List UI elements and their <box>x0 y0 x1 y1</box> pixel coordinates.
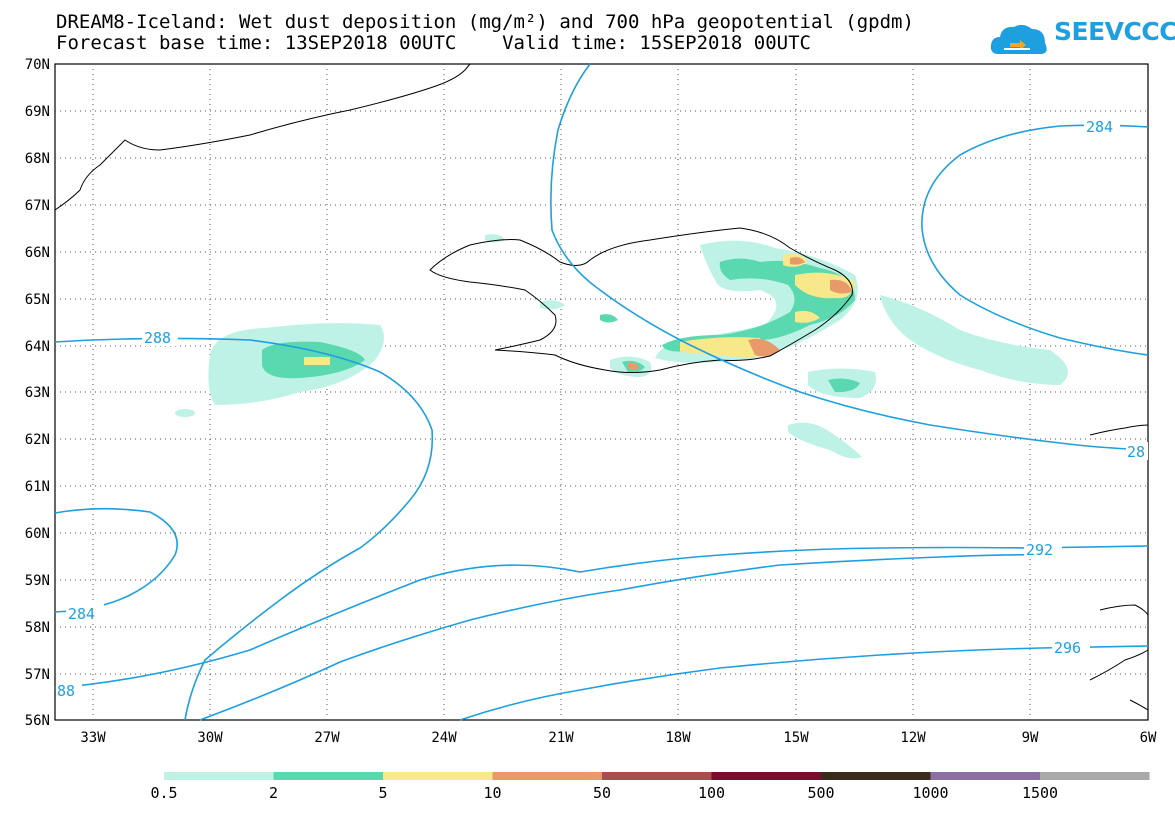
lat-label: 62N <box>25 432 50 448</box>
legend-label: 0.5 <box>150 784 177 802</box>
cloud-icon <box>990 24 1047 54</box>
legend-swatch <box>1040 772 1150 780</box>
contour-label: 284 <box>1086 118 1113 136</box>
deposition-patch-west <box>175 323 384 417</box>
legend-label: 100 <box>698 784 725 802</box>
legend-label: 1500 <box>1022 784 1058 802</box>
deposition-patch-iceland <box>485 234 1068 459</box>
contour-label: 296 <box>1054 639 1081 657</box>
legend-swatch <box>492 772 602 780</box>
latitude-axis: 70N 69N 68N 67N 66N 65N 64N 63N 62N 61N … <box>25 57 50 729</box>
lon-label: 6W <box>1140 730 1157 746</box>
lon-label: 18W <box>665 730 691 746</box>
legend-swatch <box>273 772 383 780</box>
legend-swatch <box>930 772 1040 780</box>
lat-label: 59N <box>25 573 50 589</box>
legend-label: 10 <box>483 784 501 802</box>
lat-label: 66N <box>25 245 50 261</box>
lon-label: 21W <box>548 730 574 746</box>
lat-label: 63N <box>25 385 50 401</box>
legend-label: 1000 <box>912 784 948 802</box>
lon-label: 27W <box>314 730 340 746</box>
legend-swatch <box>383 772 493 780</box>
lat-label: 64N <box>25 339 50 355</box>
lat-label: 57N <box>25 667 50 683</box>
lat-label: 68N <box>25 151 50 167</box>
lat-label: 58N <box>25 620 50 636</box>
legend-label: 500 <box>807 784 834 802</box>
geopotential-contours <box>54 63 1149 721</box>
lat-label: 60N <box>25 526 50 542</box>
legend-swatch <box>711 772 821 780</box>
legend-swatch <box>821 772 931 780</box>
contour-label: 288 <box>144 329 171 347</box>
coastline <box>54 63 1149 711</box>
lat-label: 61N <box>25 479 50 495</box>
contour-label: 28 <box>1127 443 1145 461</box>
lat-label: 69N <box>25 104 50 120</box>
lat-label: 56N <box>25 713 50 729</box>
legend-swatch <box>164 772 274 780</box>
map-title-line1: DREAM8-Iceland: Wet dust deposition (mg/… <box>56 11 914 33</box>
legend-swatch <box>602 772 712 780</box>
longitude-axis: 33W 30W 27W 24W 21W 18W 15W 12W 9W 6W <box>80 730 1157 746</box>
contour-label: 284 <box>68 605 95 623</box>
lon-label: 30W <box>197 730 223 746</box>
lat-label: 65N <box>25 292 50 308</box>
legend-label: 5 <box>378 784 387 802</box>
lon-label: 12W <box>900 730 926 746</box>
lat-label: 70N <box>25 57 50 73</box>
lon-label: 24W <box>431 730 457 746</box>
lon-label: 9W <box>1022 730 1039 746</box>
lat-label: 67N <box>25 198 50 214</box>
legend-label: 50 <box>593 784 611 802</box>
contour-label: 88 <box>57 682 75 700</box>
contour-label: 292 <box>1026 541 1053 559</box>
map-title-line2: Forecast base time: 13SEP2018 00UTC Vali… <box>56 32 811 54</box>
logo-text: SEEVCCC <box>1054 17 1175 46</box>
lon-label: 15W <box>783 730 809 746</box>
legend-label: 2 <box>269 784 278 802</box>
lon-label: 33W <box>80 730 106 746</box>
contour-labels: 284 288 28 292 284 296 88 <box>56 117 1148 700</box>
color-legend: 0.5 2 5 10 50 100 500 1000 1500 <box>150 772 1150 802</box>
